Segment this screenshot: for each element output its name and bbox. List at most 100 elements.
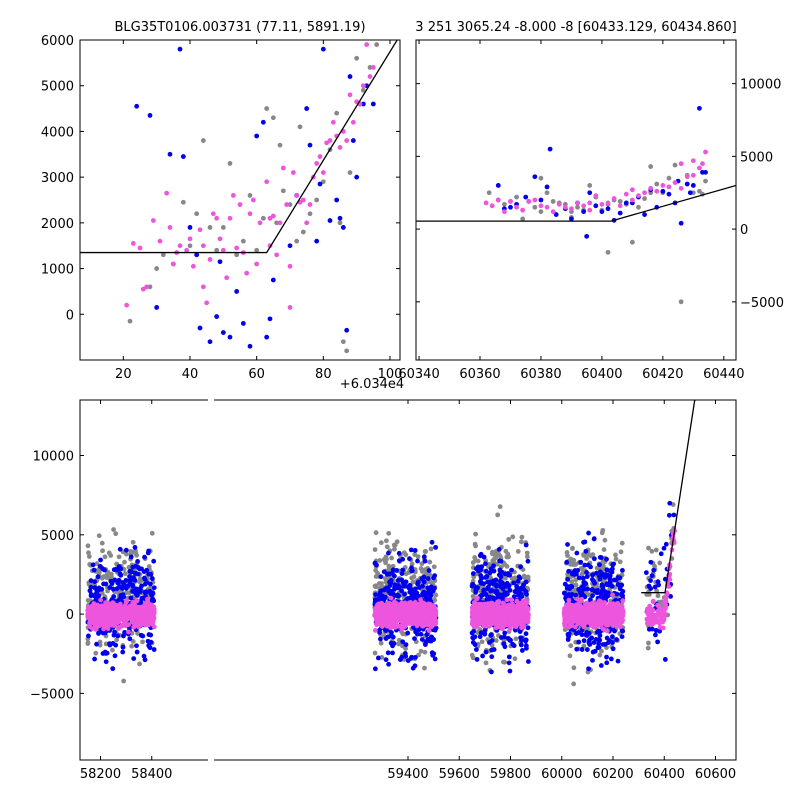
data-point-blue <box>372 666 378 672</box>
data-point-pink <box>524 600 530 605</box>
data-point-blue <box>525 659 531 664</box>
data-point-blue <box>426 568 432 573</box>
x-tick-label: 20 <box>115 367 132 382</box>
data-point-pink <box>660 183 666 188</box>
data-point-pink <box>264 179 270 185</box>
data-point-blue <box>121 633 126 639</box>
data-point-pink <box>87 607 93 613</box>
data-point-blue <box>524 645 529 651</box>
data-point-blue <box>515 589 521 595</box>
data-point-pink <box>317 154 323 159</box>
data-point-blue <box>135 571 141 577</box>
data-point-blue <box>498 579 504 585</box>
data-point-pink <box>526 612 531 617</box>
data-point-blue <box>480 653 485 659</box>
data-point-blue <box>260 119 266 125</box>
data-point-gray <box>86 554 92 559</box>
data-point-pink <box>131 617 137 623</box>
data-point-blue <box>127 578 133 583</box>
data-point-blue <box>610 634 615 640</box>
data-point-blue <box>217 259 223 265</box>
data-point-blue <box>511 594 517 600</box>
data-point-blue <box>478 573 484 578</box>
data-point-pink <box>520 600 526 606</box>
data-point-pink <box>230 193 236 198</box>
data-point-blue <box>587 642 593 647</box>
data-point-gray <box>214 247 220 253</box>
data-point-pink <box>115 620 121 626</box>
data-point-blue <box>148 632 154 638</box>
data-point-pink <box>636 193 641 199</box>
data-point-blue <box>389 570 395 576</box>
data-point-pink <box>514 614 520 619</box>
data-point-pink <box>415 609 420 615</box>
data-point-blue <box>493 577 499 583</box>
data-point-gray <box>518 539 524 545</box>
data-point-blue <box>120 649 126 655</box>
data-point-blue <box>421 554 427 560</box>
data-point-gray <box>697 188 702 194</box>
data-point-pink <box>500 622 506 628</box>
data-point-blue <box>599 583 605 589</box>
y-tick-label: −5000 <box>740 296 784 311</box>
data-point-blue <box>538 197 544 203</box>
data-point-blue <box>581 209 587 215</box>
data-point-blue <box>412 548 418 553</box>
data-point-pink <box>411 607 417 613</box>
data-point-gray <box>422 549 428 554</box>
data-point-pink <box>250 197 256 203</box>
data-point-pink <box>474 623 479 629</box>
data-point-blue <box>472 642 478 647</box>
data-point-pink <box>526 199 532 204</box>
data-point-blue <box>518 564 524 570</box>
data-point-gray <box>96 533 102 539</box>
data-point-blue <box>287 243 293 249</box>
data-point-blue <box>642 212 647 217</box>
data-point-blue <box>610 646 616 652</box>
data-point-blue <box>395 585 400 591</box>
data-point-pink <box>514 204 519 210</box>
data-point-blue <box>207 339 213 345</box>
model-line <box>80 40 398 254</box>
data-point-pink <box>423 610 429 616</box>
data-point-pink <box>376 601 381 607</box>
data-point-blue <box>317 181 323 187</box>
data-point-blue <box>597 554 603 560</box>
y-tick-label: 10000 <box>740 78 781 93</box>
data-point-pink <box>132 612 138 618</box>
data-point-blue <box>384 571 390 577</box>
data-point-blue <box>508 204 513 210</box>
data-point-blue <box>619 634 625 640</box>
data-point-pink <box>347 92 353 98</box>
data-point-blue <box>139 566 144 572</box>
y-tick-label: 5000 <box>41 80 74 95</box>
data-point-gray <box>619 540 625 546</box>
data-point-blue <box>431 651 437 657</box>
x-tick-label: 60420 <box>642 367 683 382</box>
data-point-gray <box>575 204 580 210</box>
data-point-pink <box>123 617 129 623</box>
data-point-gray <box>599 648 604 654</box>
data-point-gray <box>412 552 418 558</box>
data-point-pink <box>99 603 104 609</box>
data-point-blue <box>593 203 599 209</box>
data-point-blue <box>114 567 120 573</box>
data-point-pink <box>515 620 521 625</box>
data-point-blue <box>122 629 128 635</box>
data-point-blue <box>123 547 129 553</box>
data-point-gray <box>428 546 434 552</box>
data-point-pink <box>605 200 611 206</box>
data-point-blue <box>591 640 597 645</box>
data-point-gray <box>300 229 306 235</box>
data-point-blue <box>304 106 310 111</box>
data-point-blue <box>399 588 405 594</box>
data-point-pink <box>197 227 203 233</box>
data-point-blue <box>344 327 350 333</box>
data-point-blue <box>307 142 313 148</box>
data-point-gray <box>403 552 409 558</box>
data-point-pink <box>200 284 206 290</box>
data-point-blue <box>697 105 702 111</box>
data-point-pink <box>422 607 428 613</box>
data-point-blue <box>603 590 609 595</box>
